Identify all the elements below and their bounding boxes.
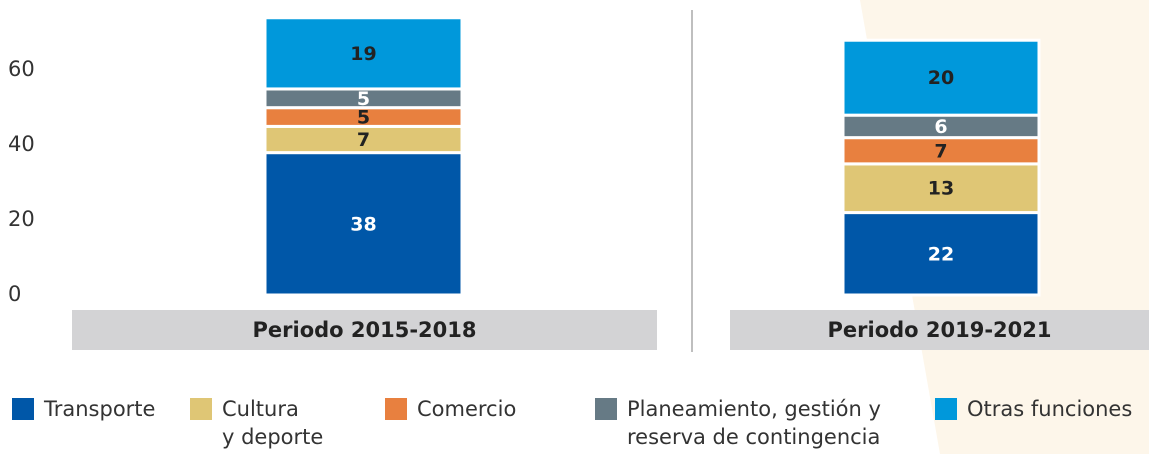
- legend-item: Planeamiento, gestión y reserva de conti…: [595, 395, 881, 451]
- legend-swatch: [12, 398, 34, 420]
- category-box: [730, 310, 1149, 350]
- legend-item: Transporte: [12, 395, 155, 423]
- data-label: 7: [934, 140, 947, 162]
- category-box: [72, 310, 657, 350]
- data-label: 20: [928, 67, 954, 89]
- legend-label: Otras funciones: [967, 397, 1133, 421]
- x-tick-label: Periodo 2015-2018: [253, 318, 477, 342]
- y-tick-label: 0: [8, 282, 21, 306]
- data-label: 5: [357, 88, 370, 110]
- legend-swatch: [595, 398, 617, 420]
- bar-segment: [263, 151, 464, 297]
- legend-swatch: [935, 398, 957, 420]
- data-label: 38: [350, 213, 376, 235]
- bar-segment: [841, 162, 1041, 215]
- legend-label: Transporte: [44, 397, 156, 421]
- legend-item: Otras funciones: [935, 395, 1132, 423]
- bar-segment: [841, 136, 1041, 166]
- data-label: 5: [357, 107, 370, 129]
- legend-swatch: [385, 398, 407, 420]
- legend-label: Comercio: [417, 397, 517, 421]
- data-label: 13: [928, 178, 954, 200]
- bar-segment: [263, 16, 464, 91]
- legend-item: Cultura y deporte: [190, 395, 323, 451]
- legend-label: Cultura y deporte: [222, 397, 324, 449]
- legend-item: Comercio: [385, 395, 516, 423]
- bar-segment: [841, 38, 1041, 117]
- y-tick-label: 40: [8, 132, 35, 156]
- data-label: 7: [357, 129, 370, 151]
- y-tick-label: 20: [8, 207, 35, 231]
- data-label: 6: [934, 116, 947, 138]
- y-tick-label: 60: [8, 57, 35, 81]
- legend-swatch: [190, 398, 212, 420]
- bar-segment: [841, 211, 1041, 297]
- x-tick-label: Periodo 2019-2021: [828, 318, 1052, 342]
- data-label: 22: [928, 243, 954, 265]
- legend-label: Planeamiento, gestión y reserva de conti…: [627, 397, 881, 449]
- data-label: 19: [350, 43, 376, 65]
